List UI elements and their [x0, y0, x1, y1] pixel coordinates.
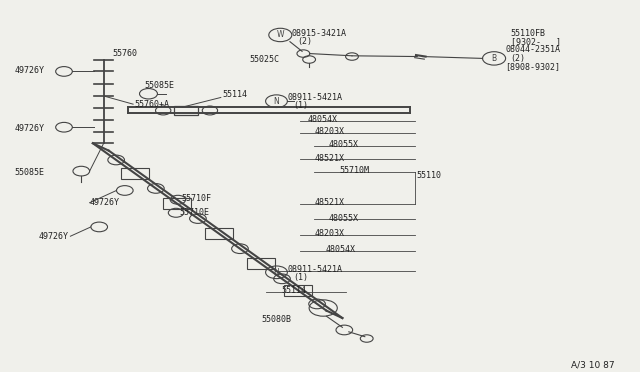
- Text: 48521X: 48521X: [315, 154, 345, 163]
- Text: 49726Y: 49726Y: [14, 66, 44, 75]
- Text: 08044-2351A: 08044-2351A: [506, 45, 561, 54]
- Text: N: N: [274, 97, 279, 106]
- Text: 55110FB: 55110FB: [511, 29, 546, 38]
- Text: W: W: [276, 31, 284, 39]
- Text: 48521X: 48521X: [315, 198, 345, 207]
- Text: 08911-5421A: 08911-5421A: [288, 265, 343, 274]
- Text: 55760: 55760: [112, 49, 137, 58]
- Text: 55710F: 55710F: [182, 194, 212, 203]
- Text: 55710M: 55710M: [339, 166, 369, 175]
- Text: 55080B: 55080B: [261, 315, 291, 324]
- Text: 55025C: 55025C: [250, 55, 280, 64]
- Text: 48055X: 48055X: [328, 140, 358, 149]
- Text: 49726Y: 49726Y: [14, 124, 44, 133]
- Text: 55085E: 55085E: [144, 81, 174, 90]
- Text: 55710E: 55710E: [179, 208, 209, 217]
- Text: 08911-5421A: 08911-5421A: [288, 93, 343, 102]
- Text: N: N: [274, 268, 279, 277]
- Text: 49726Y: 49726Y: [90, 198, 120, 207]
- Text: 08915-3421A: 08915-3421A: [292, 29, 347, 38]
- Text: 55114: 55114: [282, 286, 307, 295]
- Text: 48203X: 48203X: [315, 230, 345, 238]
- Text: (2): (2): [511, 54, 525, 62]
- Text: 55110: 55110: [416, 171, 441, 180]
- Text: 55760+A: 55760+A: [134, 100, 170, 109]
- Text: (1): (1): [293, 101, 308, 110]
- Text: (1): (1): [293, 273, 308, 282]
- Text: 48203X: 48203X: [315, 127, 345, 136]
- Text: (2): (2): [298, 37, 312, 46]
- Text: 49726Y: 49726Y: [38, 232, 68, 241]
- Text: [8908-9302]: [8908-9302]: [506, 62, 561, 71]
- Text: 48055X: 48055X: [328, 214, 358, 223]
- Text: A/3 10 87: A/3 10 87: [571, 360, 614, 369]
- Text: 48054X: 48054X: [307, 115, 337, 124]
- Text: 55085E: 55085E: [14, 169, 44, 177]
- Text: 55114: 55114: [223, 90, 248, 99]
- Text: 48054X: 48054X: [325, 246, 355, 254]
- Text: B: B: [492, 54, 497, 63]
- Text: [9302-   ]: [9302- ]: [511, 37, 561, 46]
